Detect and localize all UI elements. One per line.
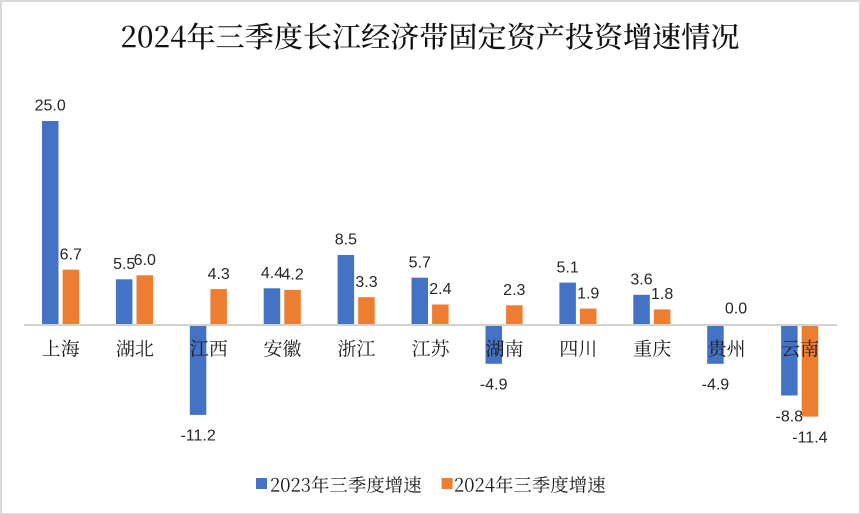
- svg-text:-11.4: -11.4: [792, 429, 827, 446]
- svg-text:3.3: 3.3: [355, 274, 377, 291]
- svg-text:4.2: 4.2: [281, 267, 303, 284]
- svg-text:6.7: 6.7: [60, 246, 82, 263]
- svg-text:-4.9: -4.9: [702, 377, 730, 394]
- svg-text:2.3: 2.3: [503, 282, 525, 299]
- svg-text:8.5: 8.5: [335, 232, 357, 249]
- svg-text:-11.2: -11.2: [180, 428, 215, 445]
- svg-text:5.7: 5.7: [409, 254, 431, 271]
- svg-text:6.0: 6.0: [134, 252, 156, 269]
- svg-text:4.4: 4.4: [261, 265, 283, 282]
- svg-text:4.3: 4.3: [208, 266, 230, 283]
- svg-text:-8.8: -8.8: [776, 408, 804, 425]
- svg-text:1.8: 1.8: [651, 286, 673, 303]
- svg-text:1.9: 1.9: [577, 285, 599, 302]
- svg-text:0.0: 0.0: [725, 301, 747, 318]
- svg-text:-4.9: -4.9: [480, 377, 508, 394]
- svg-text:3.6: 3.6: [630, 272, 652, 289]
- svg-text:25.0: 25.0: [35, 98, 66, 115]
- svg-text:5.1: 5.1: [556, 259, 578, 276]
- svg-text:2.4: 2.4: [429, 281, 451, 298]
- svg-text:5.5: 5.5: [113, 256, 135, 273]
